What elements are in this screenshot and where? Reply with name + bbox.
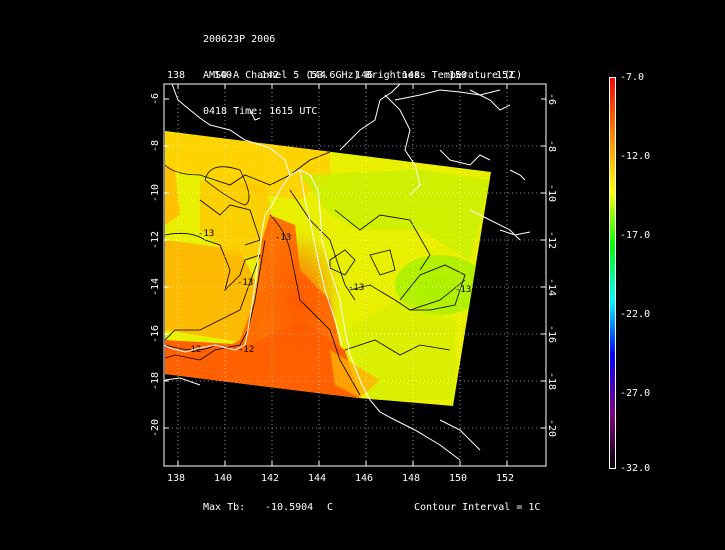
contour-label: -13 [455,285,471,295]
colorbar [609,77,616,469]
axis-ticks [164,84,546,466]
contour-label: -12 [238,345,254,355]
lat-label-right: -6 [546,93,557,105]
max-tb-label: Max Tb: [203,502,246,513]
lon-label-bottom: 150 [449,473,467,484]
contour-interval: Contour Interval = 1C [414,502,541,513]
lon-label-top: 142 [261,70,279,81]
lon-label-top: 146 [355,70,373,81]
lat-label-left: -18 [150,372,161,390]
channel-title: AMSU-A Channel 5 (53.6GHz) Brightness Te… [203,70,523,81]
left-lat-labels: -6 -8 -10 -12 -14 -16 -18 -20 [150,93,161,437]
colorbar-label: -32.0 [620,463,651,474]
colorbar-label: -22.0 [620,309,651,320]
time-title: 0418 Time: 1615 UTC [203,106,318,117]
lat-label-right: -12 [546,231,557,249]
lat-label-left: -8 [150,140,161,152]
lon-label-top: 152 [496,70,514,81]
max-tb-unit: C [327,502,334,513]
lon-label-bottom: 146 [355,473,373,484]
lon-label-bottom: 142 [261,473,279,484]
colorbar-label: -12.0 [620,151,651,162]
max-tb-value: -10.5904 [265,502,314,513]
lat-label-left: -14 [150,278,161,296]
coastlines [164,84,531,461]
bottom-lon-labels: 138 140 142 144 146 148 150 152 [167,473,514,484]
lat-label-left: -10 [150,184,161,202]
right-lat-labels: -6 -8 -10 -12 -14 -16 -18 -20 [546,93,557,437]
lon-label-bottom: 138 [167,473,185,484]
contour-label: -13 [198,229,214,239]
lon-label-top: 144 [308,70,326,81]
lon-label-bottom: 152 [496,473,514,484]
colorbar-label: -27.0 [620,388,651,399]
lon-label-top: 150 [449,70,467,81]
contour-label: -13 [348,283,364,293]
storm-id-title: 200623P 2006 [203,34,276,45]
contour-label: -13 [237,278,253,288]
lat-label-right: -18 [546,372,557,390]
lon-label-top: 138 [167,70,185,81]
lon-label-bottom: 144 [308,473,326,484]
lat-label-right: -14 [546,278,557,296]
lon-label-top: 140 [214,70,232,81]
lon-label-bottom: 140 [214,473,232,484]
lat-label-left: -6 [150,93,161,105]
lat-label-left: -12 [150,231,161,249]
lat-label-right: -10 [546,184,557,202]
lon-label-top: 148 [402,70,420,81]
top-lon-labels: 138 140 142 144 146 148 150 152 [167,70,514,81]
lat-label-right: -8 [546,140,557,152]
lat-label-right: -20 [546,419,557,437]
swath-field [165,131,491,406]
map-frame [163,83,547,467]
lat-label-left: -20 [150,419,161,437]
colorbar-label: -7.0 [620,72,645,83]
lat-label-left: -16 [150,325,161,343]
contour-label: -13 [275,233,291,243]
lon-label-bottom: 148 [402,473,420,484]
colorbar-label: -17.0 [620,230,651,241]
lat-label-right: -16 [546,325,557,343]
